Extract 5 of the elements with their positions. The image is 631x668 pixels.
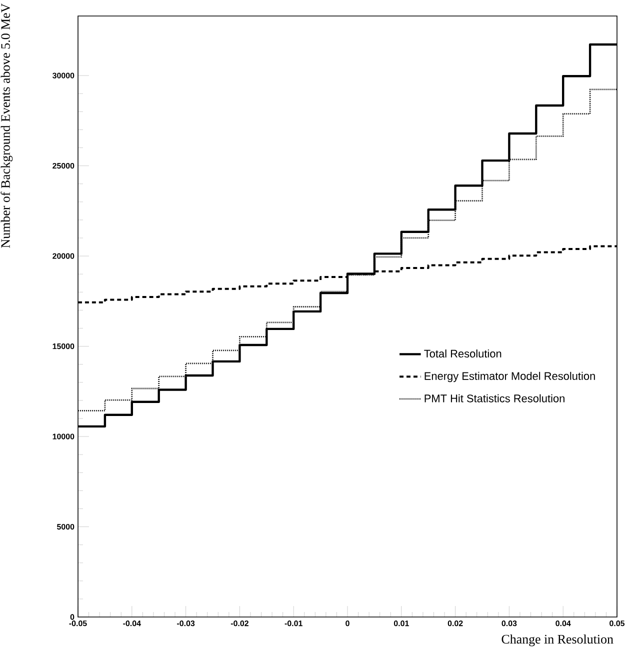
legend-label: Energy Estimator Model Resolution	[424, 372, 595, 382]
y-axis-title: Number of Background Events above 5.0 MeV	[0, 3, 13, 248]
legend-label: Total Resolution	[424, 350, 502, 358]
legend-label: PMT Hit Statistics Resolution	[424, 394, 564, 402]
x-axis-title: Change in Resolution	[502, 634, 614, 646]
